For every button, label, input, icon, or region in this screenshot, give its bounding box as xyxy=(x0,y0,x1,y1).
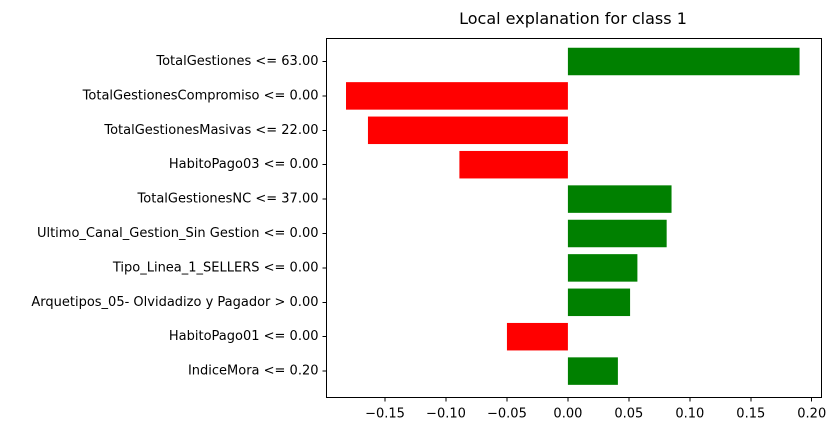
bar-group xyxy=(346,47,800,385)
bar-indicemora-0-20 xyxy=(567,357,618,385)
x-tick-label: 0.15 xyxy=(736,407,765,422)
x-tick-label: 0.20 xyxy=(797,407,826,422)
x-tick-label: −0.10 xyxy=(426,407,466,422)
x-tick-label: 0.00 xyxy=(553,407,582,422)
y-tick-label: HabitoPago03 <= 0.00 xyxy=(169,157,319,172)
x-tick-label: −0.15 xyxy=(365,407,405,422)
bar-ultimo-canal-gestion-sin-gestion-0-00 xyxy=(567,219,667,248)
x-axis: −0.15 −0.10 −0.05 0.00 0.05 0.10 0.15 0.20 xyxy=(365,397,826,422)
y-tick-label: Tipo_Linea_1_SELLERS <= 0.00 xyxy=(112,260,319,275)
chart-title: Local explanation for class 1 xyxy=(459,9,687,28)
bar-totalgestionesnc-37-00 xyxy=(567,185,672,213)
y-tick-label: IndiceMora <= 0.20 xyxy=(188,364,319,379)
bar-arquetipos-05-olvidadizo-y-pagador-0-00 xyxy=(567,288,631,317)
x-tick-label: 0.10 xyxy=(675,407,704,422)
bar-totalgestionesmasivas-22-00 xyxy=(367,116,568,145)
y-tick-label: TotalGestiones <= 63.00 xyxy=(155,54,318,69)
x-tick-label: 0.05 xyxy=(614,407,643,422)
y-axis: TotalGestiones <= 63.00 TotalGestionesCom… xyxy=(31,54,327,379)
bar-tipo-linea-1-sellers-0-00 xyxy=(567,254,638,282)
y-tick-label: TotalGestionesCompromiso <= 0.00 xyxy=(82,88,319,103)
x-tick-label: −0.05 xyxy=(487,407,527,422)
y-tick-label: Arquetipos_05- Olvidadizo y Pagador > 0.… xyxy=(31,295,318,310)
bar-habitopago01-0-00 xyxy=(506,322,568,351)
bar-habitopago03-0-00 xyxy=(459,150,568,179)
plot-frame xyxy=(326,38,822,398)
bar-totalgestiones-63-00 xyxy=(567,47,800,76)
y-tick-label: TotalGestionesNC <= 37.00 xyxy=(137,192,319,207)
bar-totalgestionescompromiso-0-00 xyxy=(346,82,568,110)
y-tick-label: TotalGestionesMasivas <= 22.00 xyxy=(103,123,318,138)
y-tick-label: Ultimo_Canal_Gestion_Sin Gestion <= 0.00 xyxy=(37,226,319,241)
y-tick-label: HabitoPago01 <= 0.00 xyxy=(169,329,319,344)
